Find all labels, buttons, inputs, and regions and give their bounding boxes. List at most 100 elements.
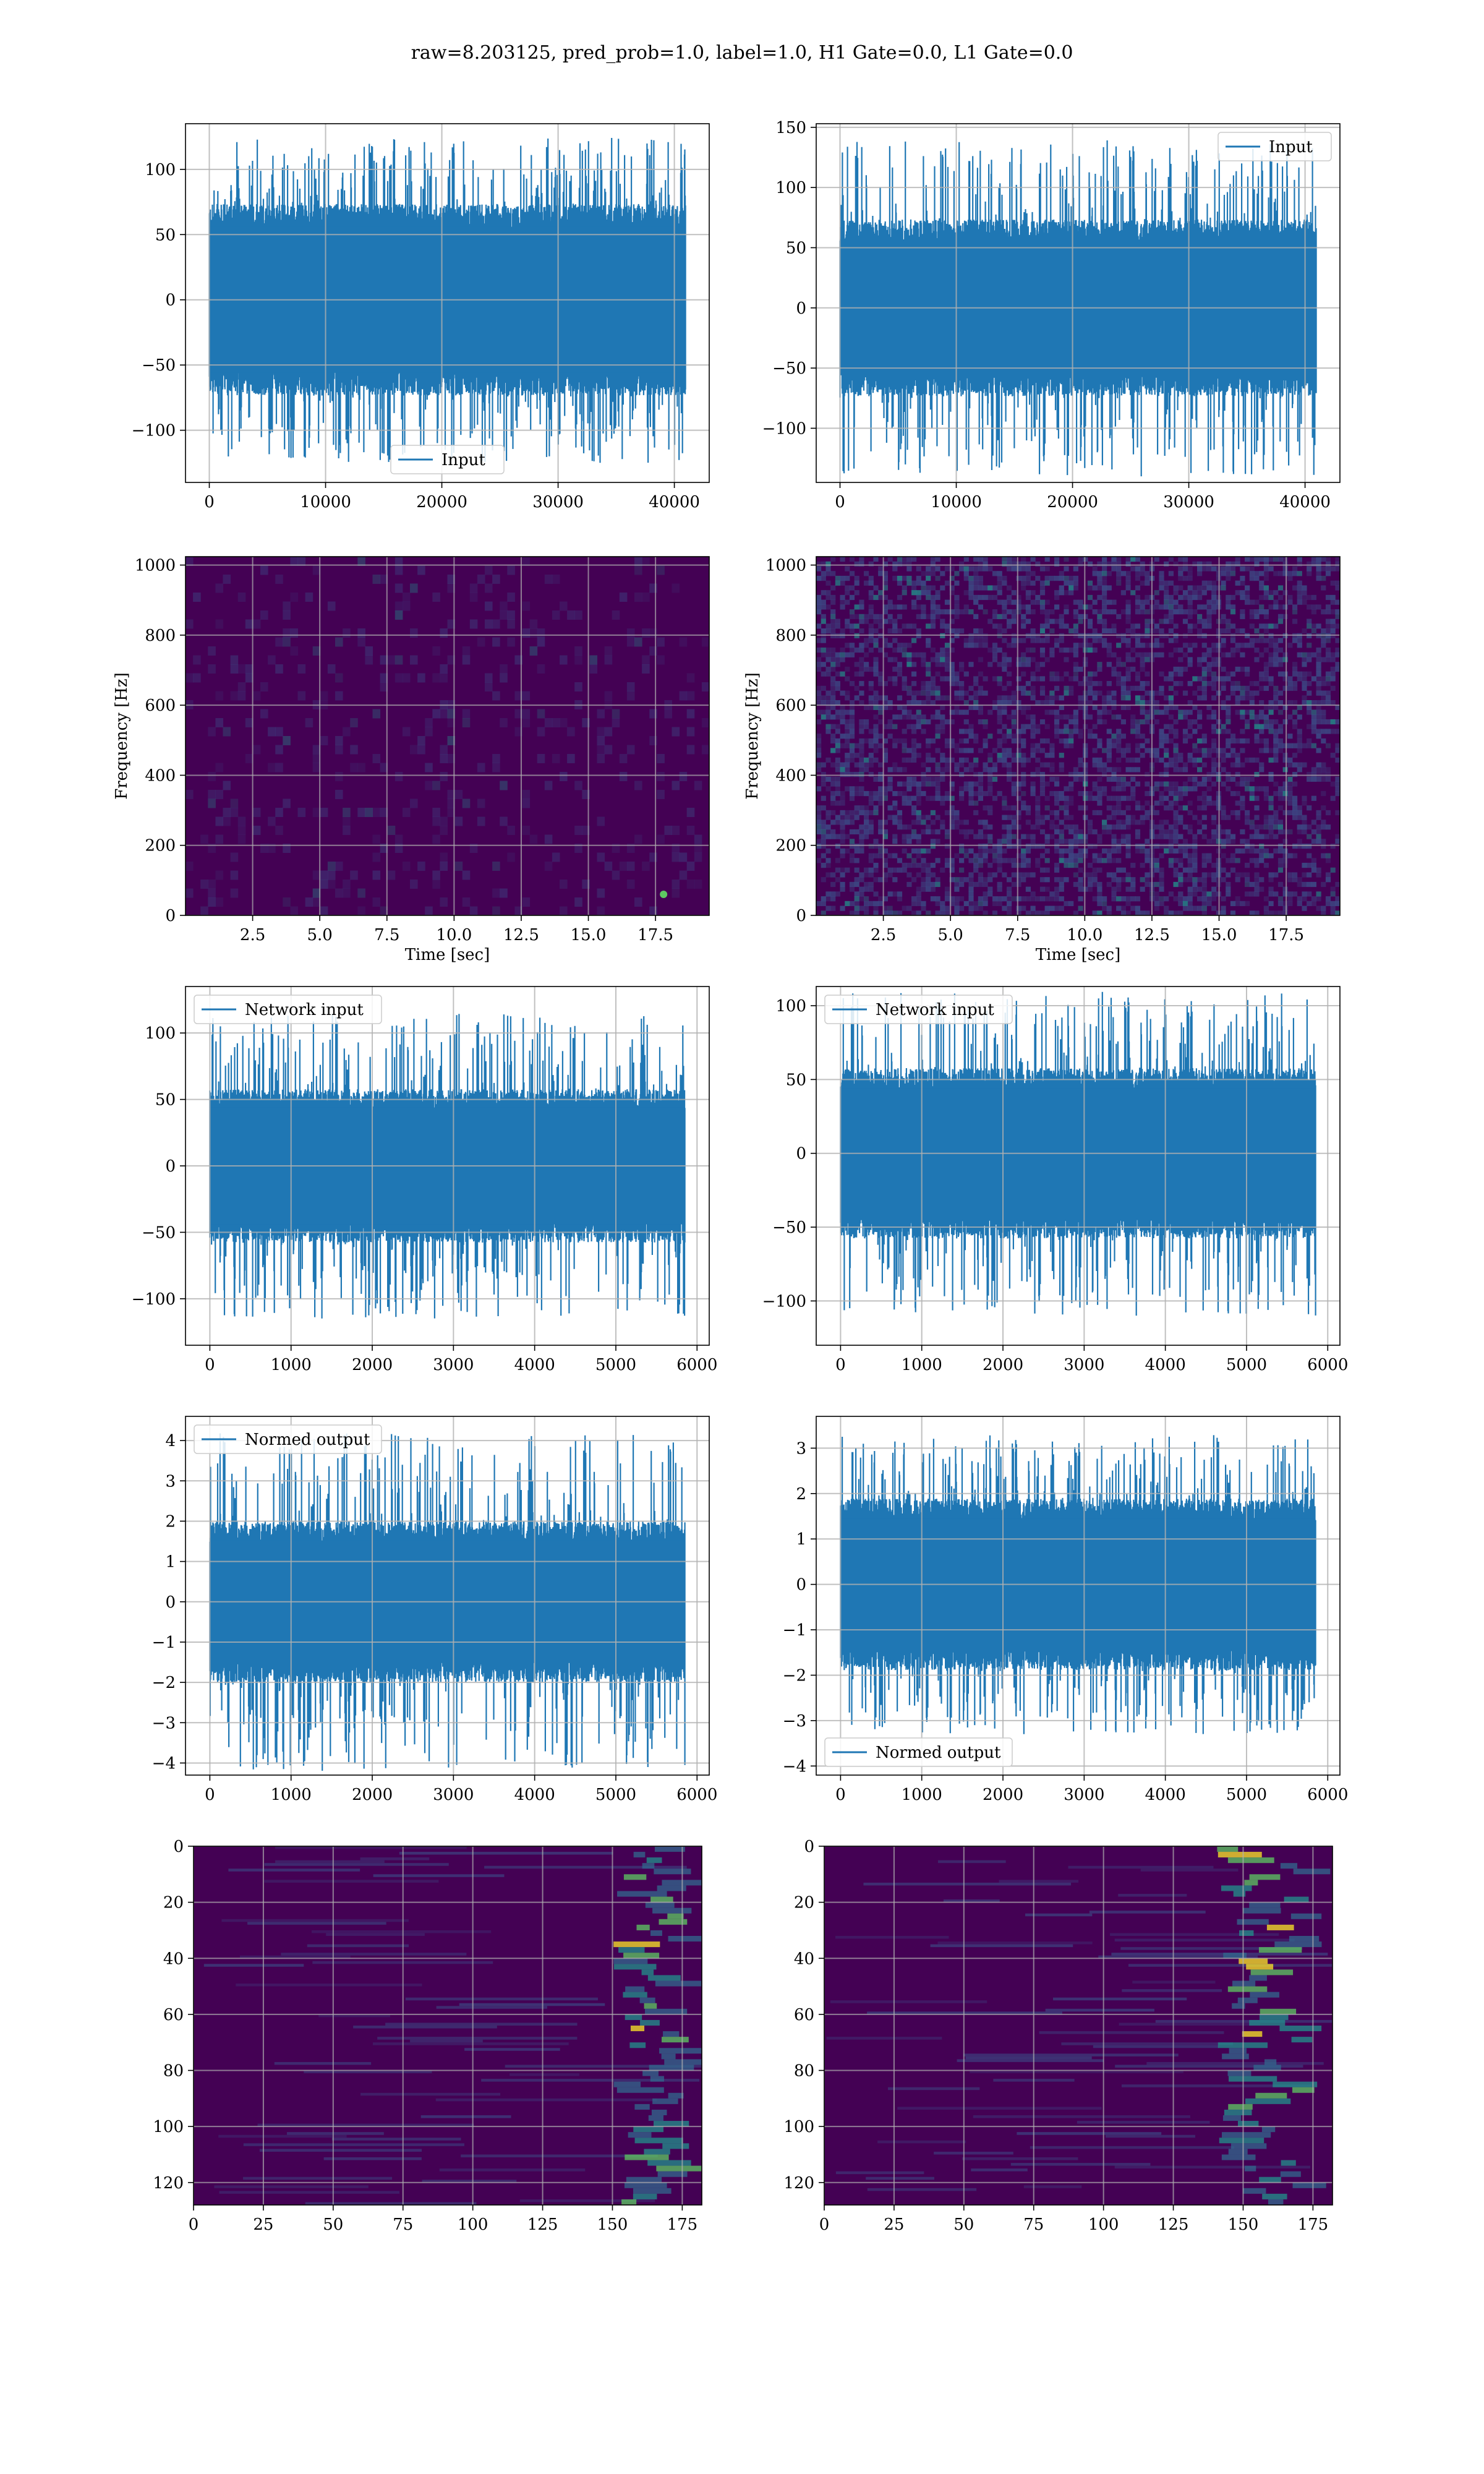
x-tick-label: 2000 [983,1356,1023,1374]
x-tick-label: 10.0 [1067,926,1102,944]
legend-label: Input [1269,138,1313,156]
legend-label: Normed output [876,1744,1001,1762]
y-tick-label: 0 [796,299,806,318]
legend-label: Network input [876,1001,994,1019]
legend-box [824,995,1013,1024]
x-tick-label: 50 [953,2215,974,2234]
x-tick-label: 12.5 [503,926,539,944]
x-tick-label: 75 [393,2215,413,2234]
plot-content [186,557,709,915]
x-tick-label: 0 [819,2215,830,2234]
x-tick-label: 5000 [1226,1786,1267,1804]
x-tick-label: 30000 [532,493,584,511]
y-tick-label: 100 [775,997,806,1016]
x-tick-label: 5000 [595,1786,636,1804]
x-tick-label: 1000 [271,1786,312,1804]
y-tick-label: −3 [152,1714,176,1732]
chart-panel-2: 0 10000 20000 30000 40000 −100 −50 0 50 100 150 Inp… [762,119,1341,511]
legend: Normed output [824,1737,1013,1767]
y-tick-label: 3 [796,1439,806,1458]
x-tick-label: 150 [1228,2215,1259,2234]
grid-lines [186,557,709,916]
x-tick-label: 6000 [676,1786,717,1804]
y-tick-label: 1000 [135,557,176,575]
x-tick-label: 40000 [1279,493,1331,511]
grid-lines [186,987,709,1345]
y-tick-label: 50 [155,1091,176,1110]
y-tick-label: 50 [786,239,806,257]
y-tick-label: 600 [145,696,176,715]
y-tick-label: 50 [155,226,176,244]
y-tick-label: 2 [165,1512,176,1531]
x-tick-label: 1000 [902,1786,942,1804]
axes-frame [185,556,710,916]
y-tick-label: −2 [152,1674,176,1692]
x-tick-label: 10000 [931,493,982,511]
y-tick-label: 50 [786,1071,806,1089]
legend: Normed output [194,1424,382,1454]
legend-box [194,995,382,1024]
y-tick-label: 200 [775,837,806,855]
legend: Network input [194,995,382,1024]
legend-label: Input [441,451,485,469]
chart-panel-5: 0 1000 2000 3000 4000 5000 6000 −100 −50 0 50 100 Ne… [132,986,717,1374]
y-tick-label: 800 [775,627,806,645]
x-tick-label: 0 [189,2215,199,2234]
y-tick-label: −100 [762,419,806,438]
legend-box [824,1737,1013,1767]
x-tick-label: 7.5 [1005,926,1030,944]
x-tick-label: 5000 [1226,1356,1267,1374]
x-tick-label: 2000 [983,1786,1023,1804]
y-tick-label: 100 [153,2118,184,2136]
x-tick-label: 150 [597,2215,628,2234]
y-tick-label: 100 [783,2118,814,2136]
y-tick-label: 600 [775,696,806,715]
heatmap-cells [826,1846,1333,2205]
y-tick-label: 80 [794,2062,814,2081]
x-axis-label: Time [sec] [1036,946,1121,964]
y-tick-label: 2 [796,1485,806,1504]
x-tick-label: 0 [204,493,215,511]
x-tick-label: 125 [527,2215,558,2234]
y-tick-label: 60 [163,2006,184,2024]
x-tick-label: 4000 [1145,1356,1186,1374]
y-tick-label: −50 [772,1218,806,1237]
y-tick-label: −50 [142,1223,176,1242]
y-axis-label: Frequency [Hz] [743,672,762,800]
y-tick-label: 120 [153,2174,184,2193]
x-tick-label: 1000 [271,1356,312,1374]
x-tick-label: 2000 [352,1786,393,1804]
x-tick-label: 0 [205,1356,215,1374]
axes-frame [816,1416,1341,1776]
x-tick-label: 7.5 [374,926,399,944]
x-tick-label: 50 [323,2215,343,2234]
legend: Network input [824,995,1013,1024]
y-tick-label: 1 [796,1530,806,1549]
x-tick-label: 3000 [1064,1356,1104,1374]
x-tick-label: 12.5 [1134,926,1170,944]
x-tick-label: 30000 [1163,493,1214,511]
plot-content [194,1846,702,2205]
grid-lines [186,124,709,482]
x-tick-label: 5.0 [937,926,963,944]
chart-panel-8: 0 1000 2000 3000 4000 5000 6000 −4 −3 −2 −1 0 1 2 3 Nor… [783,1416,1348,1804]
grid-lines [816,987,1340,1345]
x-tick-label: 25 [884,2215,904,2234]
y-tick-label: 0 [796,1145,806,1163]
axes-frame [185,123,710,483]
y-tick-label: 0 [165,291,176,310]
y-tick-label: 100 [145,1024,176,1043]
y-tick-label: 100 [145,161,176,179]
y-tick-label: 1000 [765,557,806,575]
chart-panel-4: 2.5 5.0 7.5 10.0 12.5 15.0 17.5 0 200 400 600 800 10… [743,556,1341,964]
chart-panel-9: 0 25 50 75 100 125 150 175 0 20 40 60 80 100 120 [153,1838,702,2234]
x-tick-label: 125 [1158,2215,1189,2234]
y-tick-label: 0 [804,1838,814,1856]
y-tick-label: 60 [794,2006,814,2024]
y-tick-label: 0 [796,907,806,925]
y-tick-label: −2 [783,1666,806,1685]
y-tick-label: −100 [132,422,176,440]
grid-lines [824,1846,1333,2205]
x-tick-label: 100 [1088,2215,1119,2234]
chart-panel-6: 0 1000 2000 3000 4000 5000 6000 −100 −50 0 50 100 Ne… [762,986,1348,1374]
